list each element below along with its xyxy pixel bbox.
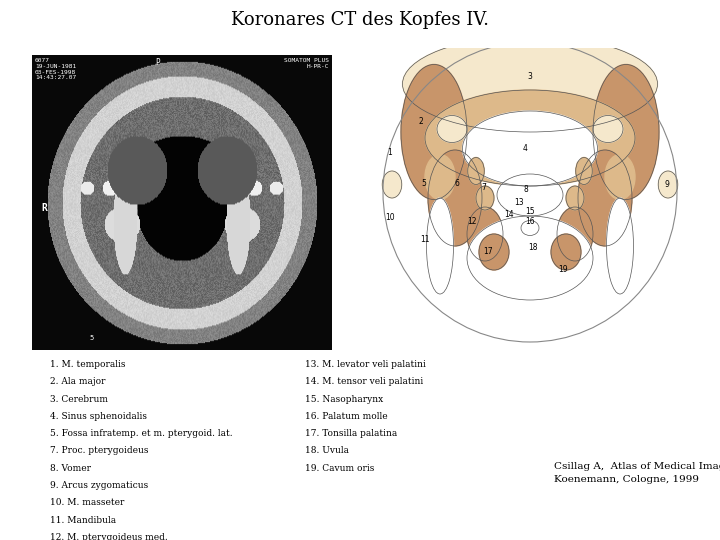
Ellipse shape: [658, 171, 678, 198]
Ellipse shape: [606, 198, 634, 294]
Ellipse shape: [593, 116, 623, 143]
Ellipse shape: [402, 36, 657, 132]
Text: 15. Nasopharynx: 15. Nasopharynx: [305, 395, 383, 403]
Text: 17. Tonsilla palatina: 17. Tonsilla palatina: [305, 429, 397, 438]
Text: 5: 5: [421, 179, 426, 187]
Ellipse shape: [593, 64, 659, 199]
Ellipse shape: [425, 90, 635, 186]
Ellipse shape: [467, 207, 503, 261]
Text: 19. Cavum oris: 19. Cavum oris: [305, 464, 374, 472]
Ellipse shape: [480, 151, 490, 161]
Text: 2. Ala major: 2. Ala major: [50, 377, 106, 386]
Text: 6077
19-JUN-1981
03-FES-1998
14:43:27.07: 6077 19-JUN-1981 03-FES-1998 14:43:27.07: [35, 58, 76, 80]
Ellipse shape: [467, 216, 593, 300]
Ellipse shape: [476, 186, 494, 210]
Text: 13. M. levator veli palatini: 13. M. levator veli palatini: [305, 360, 426, 369]
Ellipse shape: [578, 150, 632, 246]
Ellipse shape: [557, 207, 593, 261]
Text: 8: 8: [523, 185, 528, 193]
Text: 7. Proc. pterygoideus: 7. Proc. pterygoideus: [50, 447, 148, 455]
Ellipse shape: [401, 64, 467, 199]
Ellipse shape: [479, 234, 509, 270]
Text: 14: 14: [504, 210, 514, 219]
Text: 15: 15: [525, 207, 535, 216]
Text: 18. Uvula: 18. Uvula: [305, 447, 349, 455]
Text: P: P: [156, 58, 161, 67]
Text: R: R: [41, 204, 47, 213]
Text: 4: 4: [523, 144, 528, 153]
Text: 7: 7: [481, 183, 486, 192]
Text: 12: 12: [467, 218, 476, 226]
Text: 3: 3: [528, 72, 532, 81]
Text: 9: 9: [664, 180, 669, 189]
Text: 3. Cerebrum: 3. Cerebrum: [50, 395, 108, 403]
Text: 18: 18: [528, 243, 538, 252]
Ellipse shape: [383, 42, 677, 342]
Text: 1: 1: [387, 148, 392, 158]
Text: 16: 16: [525, 218, 535, 226]
Text: 1. M. temporalis: 1. M. temporalis: [50, 360, 125, 369]
Ellipse shape: [468, 158, 485, 185]
Ellipse shape: [551, 234, 581, 270]
Text: 17: 17: [483, 247, 492, 256]
Ellipse shape: [462, 111, 598, 186]
Ellipse shape: [428, 150, 482, 246]
Text: 4. Sinus sphenoidalis: 4. Sinus sphenoidalis: [50, 412, 147, 421]
Ellipse shape: [605, 154, 635, 199]
Text: 11. Mandibula: 11. Mandibula: [50, 516, 116, 524]
Ellipse shape: [576, 158, 593, 185]
Text: Csillag A,  Atlas of Medical Imaging,
Koenemann, Cologne, 1999: Csillag A, Atlas of Medical Imaging, Koe…: [554, 462, 720, 484]
Text: 5: 5: [90, 335, 94, 341]
Ellipse shape: [566, 186, 584, 210]
Ellipse shape: [382, 171, 402, 198]
Ellipse shape: [437, 116, 467, 143]
Text: 16. Palatum molle: 16. Palatum molle: [305, 412, 387, 421]
Ellipse shape: [570, 151, 580, 161]
Text: 11: 11: [420, 235, 430, 245]
Text: 10. M. masseter: 10. M. masseter: [50, 498, 125, 507]
Text: 13: 13: [515, 198, 524, 207]
Text: 19: 19: [558, 266, 568, 274]
Text: 14. M. tensor veli palatini: 14. M. tensor veli palatini: [305, 377, 423, 386]
Ellipse shape: [426, 198, 454, 294]
Ellipse shape: [497, 174, 563, 216]
Ellipse shape: [425, 154, 455, 199]
Text: 9. Arcus zygomaticus: 9. Arcus zygomaticus: [50, 481, 148, 490]
Text: 5. Fossa infratemp. et m. pterygoid. lat.: 5. Fossa infratemp. et m. pterygoid. lat…: [50, 429, 233, 438]
Text: SOMATOM PLUS
H-PR-C: SOMATOM PLUS H-PR-C: [284, 58, 329, 69]
Text: 6: 6: [454, 179, 459, 187]
Ellipse shape: [521, 220, 539, 235]
Text: 12. M. pterygoideus med.: 12. M. pterygoideus med.: [50, 533, 168, 540]
Text: 2: 2: [418, 117, 423, 126]
Text: Koronares CT des Kopfes IV.: Koronares CT des Kopfes IV.: [231, 11, 489, 29]
Text: 10: 10: [386, 213, 395, 222]
Text: 8. Vomer: 8. Vomer: [50, 464, 91, 472]
